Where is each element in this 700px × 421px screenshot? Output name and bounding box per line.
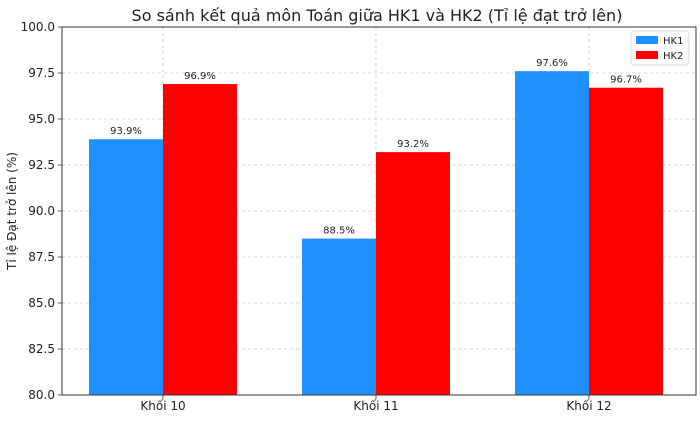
bar-hk1-1 bbox=[89, 139, 163, 395]
y-tick-label: 87.5 bbox=[28, 250, 55, 264]
bar-hk2-3 bbox=[589, 87, 663, 395]
value-label-hk1-1: 93.9% bbox=[110, 126, 142, 137]
value-label-hk2-1: 96.9% bbox=[184, 71, 216, 82]
value-labels: 93.9% 88.5% 97.6% 96.9% 93.2% 96.7% bbox=[110, 58, 642, 236]
chart-title: So sánh kết quả môn Toán giữa HK1 và HK2… bbox=[132, 6, 623, 25]
bar-hk1-2 bbox=[302, 238, 376, 395]
y-tick-label: 85.0 bbox=[28, 296, 55, 310]
legend-swatch-hk2 bbox=[636, 51, 658, 59]
y-tick-label: 97.5 bbox=[28, 66, 55, 80]
y-axis-label: Tỉ lệ Đạt trở lên (%) bbox=[5, 152, 19, 271]
x-tick-label: Khối 11 bbox=[353, 399, 398, 413]
bars bbox=[89, 71, 663, 395]
axes: 80.0 82.5 85.0 87.5 90.0 92.5 95.0 97.5 100.0 Khố… bbox=[21, 20, 697, 413]
bar-hk2-2 bbox=[376, 152, 450, 395]
x-tick-label: Khối 10 bbox=[140, 399, 185, 413]
bar-hk1-3 bbox=[515, 71, 589, 395]
y-tick-label: 90.0 bbox=[28, 204, 55, 218]
legend-label-hk2: HK2 bbox=[663, 51, 683, 62]
bar-hk2-1 bbox=[163, 84, 237, 395]
y-tick-label: 95.0 bbox=[28, 112, 55, 126]
x-tick-label: Khối 12 bbox=[566, 399, 611, 413]
y-tick-label: 82.5 bbox=[28, 342, 55, 356]
legend-label-hk1: HK1 bbox=[663, 36, 683, 47]
y-tick-label: 100.0 bbox=[21, 20, 55, 34]
value-label-hk2-2: 93.2% bbox=[397, 139, 429, 150]
value-label-hk1-2: 88.5% bbox=[323, 226, 355, 237]
plot-frame bbox=[61, 26, 697, 396]
y-tick-label: 80.0 bbox=[28, 388, 55, 402]
value-label-hk2-3: 96.7% bbox=[610, 75, 642, 86]
value-label-hk1-3: 97.6% bbox=[536, 58, 568, 69]
legend-swatch-hk1 bbox=[636, 36, 658, 44]
y-tick-label: 92.5 bbox=[28, 158, 55, 172]
